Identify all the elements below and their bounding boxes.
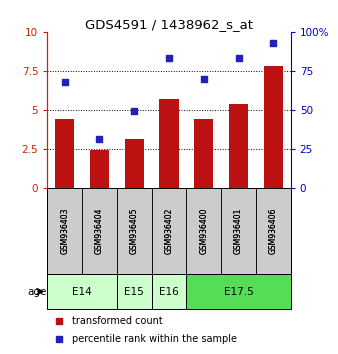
Bar	[90, 150, 109, 188]
Text: GSM936405: GSM936405	[130, 208, 139, 254]
Text: GSM936402: GSM936402	[165, 208, 173, 254]
Bar	[160, 99, 178, 188]
Point	[62, 79, 67, 85]
Bar	[194, 119, 213, 188]
Point	[166, 56, 172, 61]
Text: GSM936401: GSM936401	[234, 208, 243, 254]
Text: GSM936404: GSM936404	[95, 208, 104, 254]
Text: GSM936400: GSM936400	[199, 208, 208, 254]
Bar	[55, 119, 74, 188]
Text: GSM936406: GSM936406	[269, 208, 278, 254]
Point	[97, 137, 102, 142]
Point	[236, 56, 241, 61]
Text: GSM936405: GSM936405	[130, 208, 139, 254]
Text: transformed count: transformed count	[72, 315, 162, 326]
Text: GSM936406: GSM936406	[269, 208, 278, 254]
Bar	[152, 274, 186, 309]
Text: percentile rank within the sample: percentile rank within the sample	[72, 334, 237, 344]
Text: E14: E14	[72, 287, 92, 297]
Bar	[47, 274, 117, 309]
Point	[131, 109, 137, 114]
Point	[201, 76, 207, 81]
Text: E15: E15	[124, 287, 144, 297]
Text: GSM936404: GSM936404	[95, 208, 104, 254]
Text: E16: E16	[159, 287, 179, 297]
Bar	[229, 103, 248, 188]
Title: GDS4591 / 1438962_s_at: GDS4591 / 1438962_s_at	[85, 18, 253, 31]
Text: GSM936400: GSM936400	[199, 208, 208, 254]
Point	[271, 40, 276, 46]
Text: GSM936402: GSM936402	[165, 208, 173, 254]
Bar	[264, 66, 283, 188]
Bar	[186, 274, 291, 309]
Text: GSM936403: GSM936403	[60, 208, 69, 254]
Text: GSM936403: GSM936403	[60, 208, 69, 254]
Text: age: age	[27, 287, 47, 297]
Text: E17.5: E17.5	[224, 287, 254, 297]
Bar	[117, 274, 152, 309]
Bar	[125, 139, 144, 188]
Text: GSM936401: GSM936401	[234, 208, 243, 254]
